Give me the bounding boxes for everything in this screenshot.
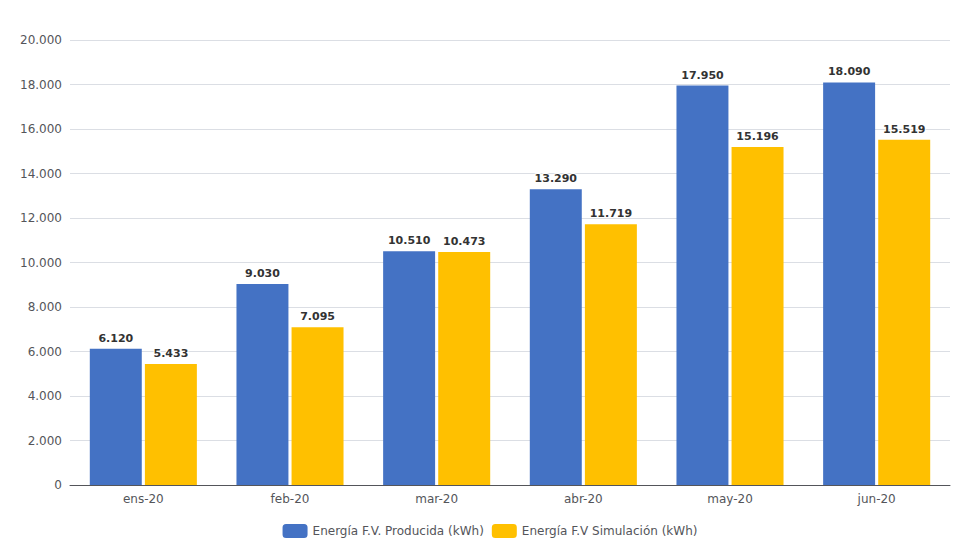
svg-text:5.433: 5.433: [153, 347, 188, 360]
svg-text:ens-20: ens-20: [123, 492, 164, 506]
svg-text:Energía F.V. Producida (kWh): Energía F.V. Producida (kWh): [313, 524, 484, 538]
svg-text:0: 0: [54, 478, 62, 492]
svg-text:15.519: 15.519: [883, 123, 925, 136]
svg-text:10.000: 10.000: [20, 256, 62, 270]
svg-text:18.000: 18.000: [20, 78, 62, 92]
svg-text:11.719: 11.719: [590, 207, 632, 220]
svg-text:15.196: 15.196: [736, 130, 779, 143]
svg-text:14.000: 14.000: [20, 167, 62, 181]
svg-text:10.510: 10.510: [388, 234, 431, 247]
svg-text:9.030: 9.030: [245, 267, 280, 280]
svg-text:Energía F.V Simulación (kWh): Energía F.V Simulación (kWh): [522, 524, 698, 538]
svg-text:8.000: 8.000: [28, 300, 62, 314]
svg-text:6.120: 6.120: [98, 332, 133, 345]
svg-text:4.000: 4.000: [28, 389, 62, 403]
svg-text:6.000: 6.000: [28, 345, 62, 359]
svg-text:2.000: 2.000: [28, 434, 62, 448]
svg-text:20.000: 20.000: [20, 33, 62, 47]
svg-text:16.000: 16.000: [20, 122, 62, 136]
svg-text:10.473: 10.473: [443, 235, 485, 248]
svg-text:18.090: 18.090: [828, 65, 871, 78]
svg-text:17.950: 17.950: [681, 69, 724, 82]
svg-text:12.000: 12.000: [20, 211, 62, 225]
svg-text:feb-20: feb-20: [271, 492, 310, 506]
svg-text:13.290: 13.290: [535, 172, 578, 185]
svg-text:mar-20: mar-20: [415, 492, 458, 506]
svg-text:jun-20: jun-20: [857, 492, 896, 506]
svg-text:abr-20: abr-20: [564, 492, 603, 506]
svg-text:7.095: 7.095: [300, 310, 335, 323]
svg-text:may-20: may-20: [707, 492, 753, 506]
